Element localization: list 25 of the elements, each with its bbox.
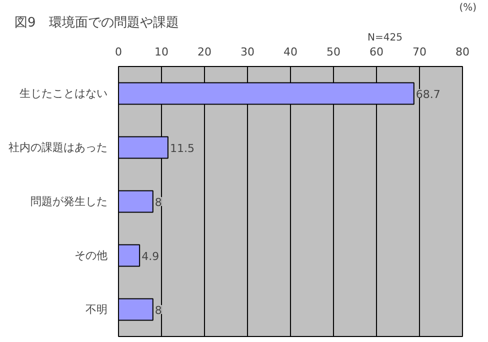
x-axis-title: (%)	[459, 2, 477, 14]
x-tick-label: 20	[198, 46, 212, 58]
data-label: 8	[154, 196, 162, 209]
x-tick-label: 30	[240, 46, 254, 58]
y-tick-label: 社内の課題はあった	[8, 141, 108, 154]
data-label: 11.5	[170, 142, 194, 155]
x-tick-label: 10	[154, 46, 168, 58]
chart-title: 図9 環境面での問題や課題	[14, 14, 179, 30]
text: N=425	[368, 32, 403, 44]
y-tick-label: 生じたことはない	[20, 87, 108, 100]
x-tick-label: 50	[326, 46, 340, 58]
bar	[118, 190, 154, 213]
data-label: 68.7	[416, 88, 440, 101]
x-tick-label: 80	[456, 46, 470, 58]
x-tick-label: 0	[115, 46, 122, 58]
bar	[118, 298, 154, 321]
x-tick-label: 40	[284, 46, 298, 58]
data-label: 4.9	[142, 250, 160, 263]
x-tick-label: 70	[412, 46, 426, 58]
x-tick-label: 60	[370, 46, 384, 58]
bar	[118, 244, 140, 267]
y-tick-label: 問題が発生した	[30, 195, 108, 208]
data-label: 8	[154, 304, 162, 317]
y-tick-label: 不明	[86, 303, 108, 316]
y-tick-label: その他	[74, 249, 108, 262]
